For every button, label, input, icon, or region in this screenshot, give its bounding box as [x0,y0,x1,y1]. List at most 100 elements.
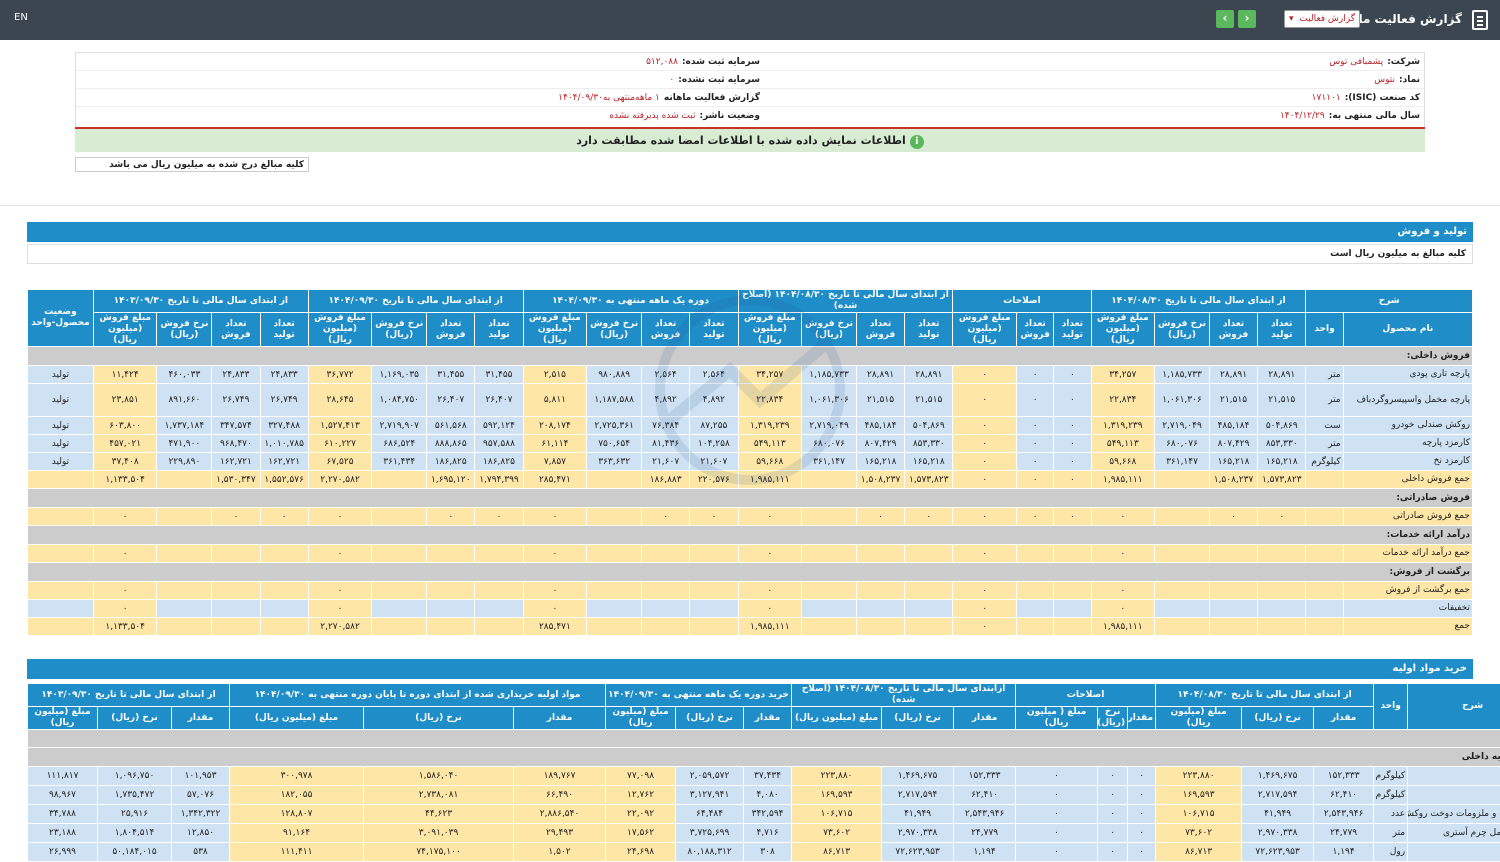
table-cell [856,582,904,600]
table-cell: ۲۴,۸۳۳ [212,366,260,384]
table-cell [1016,582,1053,600]
table-cell: ۵۰۴,۸۶۹ [1258,417,1306,435]
table-cell: ۰ [690,508,738,526]
table-cell: ۹۸,۹۶۷ [28,786,98,805]
table-cell [212,545,260,563]
column-header: نرخ (ریال) [98,707,172,730]
prev-arrow-button[interactable]: ‹ [1216,10,1234,28]
report-type-select[interactable]: گزارش فعالیت▾ [1284,10,1360,28]
table-cell: ۳۱,۴۵۵ [475,366,523,384]
table-cell: ۷۲,۶۲۳,۹۵۳ [882,843,954,862]
next-arrow-button[interactable]: › [1238,10,1256,28]
table-cell: ۱۰۶,۷۱۵ [792,805,882,824]
table-cell [802,471,857,489]
table-cell [372,582,427,600]
table-cell: ۰ [308,582,372,600]
table-cell: ۲۲,۸۳۴ [1091,384,1155,417]
table-cell: ۳۴,۷۸۸ [28,805,98,824]
group-header: شرح [1408,684,1500,730]
language-toggle[interactable]: EN [14,12,28,23]
table-row: فروش داخلی: [28,347,1473,366]
company-field: شرکت:پشمبافی توس [1329,57,1420,67]
group-label: برگشت از فروش: [28,563,1473,582]
table-cell: ۳۶۱,۱۴۷ [802,453,857,471]
table-cell: ۰ [1016,767,1098,786]
registered-capital-field: سرمایه ثبت شده:۵۱۲,۰۸۸ [646,57,760,67]
group-header: ازابتدای سال مالی تا تاریخ ۱۴۰۴/۰۸/۳۰ (ا… [792,684,1016,707]
table-cell: ۰ [1098,786,1128,805]
table-cell: ۰ [1128,786,1156,805]
column-header: نرخ فروش (ریال) [587,313,642,347]
table-cell: ۰ [1016,366,1053,384]
table-cell: ۱۵۲,۳۳۳ [1314,767,1374,786]
table-cell [856,600,904,618]
table-cell: ۱۷,۵۶۲ [606,824,676,843]
column-header: تعداد تولید [1054,313,1091,347]
table-cell: ۱,۰۶۱,۳۰۶ [802,384,857,417]
table-cell: ۴۵۷,۰۲۱ [93,435,157,453]
column-header: تعداد تولید [260,313,308,347]
table-cell: ۴,۰۸۰ [744,786,792,805]
table-cell: ۱,۱۳۳,۵۰۴ [93,618,157,636]
table-cell [690,618,738,636]
table-cell: ۱,۵۰۸,۲۳۷ [856,471,904,489]
table-cell: ۰ [738,508,802,526]
table-cell: تخفیفات [1343,600,1472,618]
table-cell [642,600,690,618]
table-cell [1054,582,1091,600]
table-cell: ۱,۰۹۶,۷۵۰ [98,767,172,786]
column-header: نرخ (ریال) [1242,707,1314,730]
table-cell [372,471,427,489]
group-label: فروش داخلی: [28,347,1473,366]
company-info-box: شرکت:پشمبافی توس سرمایه ثبت شده:۵۱۲,۰۸۸ … [75,52,1425,128]
table-cell: کیلوگرم [1374,767,1408,786]
column-header: تعداد فروش [1016,313,1053,347]
table-cell: ۰ [953,545,1017,563]
table-cell: ۵۶۱,۵۶۸ [427,417,475,435]
table-cell [1209,545,1257,563]
table-cell: ۲۸,۸۹۱ [856,366,904,384]
table-cell [28,582,94,600]
table-cell: ۱,۱۹۴ [1314,843,1374,862]
table-cell [28,600,94,618]
table-cell: ۰ [93,582,157,600]
table-cell: ۱,۳۱۹,۲۳۹ [738,417,802,435]
table-cell: ۱۲,۸۵۰ [172,824,230,843]
table-cell: ۸۶,۷۱۳ [1156,843,1242,862]
table-cell: ۶۶,۴۹۰ [514,786,606,805]
column-header: نرخ فروش (ریال) [157,313,212,347]
table-cell: ۳۴۲,۵۹۴ [744,805,792,824]
table-cell: ۷,۸۵۷ [523,453,587,471]
table-cell: ۳۲۷,۴۸۸ [260,417,308,435]
table-cell: ۳۰۰,۹۷۸ [230,767,364,786]
table-cell [1155,618,1210,636]
table-cell: ۴۱,۹۴۹ [882,805,954,824]
table-cell: ۵۹,۶۶۸ [1091,453,1155,471]
table-cell: ۸۷,۲۵۵ [690,417,738,435]
table-cell: ۲۶,۷۴۹ [260,384,308,417]
table-cell: ۸۰۷,۴۲۹ [856,435,904,453]
table-cell: ۲۸,۸۹۱ [1258,366,1306,384]
table-cell [28,471,94,489]
table-cell: جمع برگشت از فروش [1343,582,1472,600]
table-cell: ۶۴,۴۸۴ [676,805,744,824]
table-cell [1258,618,1306,636]
table-cell: ۳۴,۲۵۷ [1091,366,1155,384]
table-cell: ۳۱,۴۵۵ [427,366,475,384]
table-cell: ۶۲,۴۱۰ [954,786,1016,805]
table-cell [642,545,690,563]
table-cell: ۶۸۰,۰۷۶ [802,435,857,453]
table-cell: ۱۸۶,۸۸۳ [642,471,690,489]
table-cell: ۱۲,۷۶۲ [606,786,676,805]
table-cell: ۵۰,۱۸۴,۰۱۵ [98,843,172,862]
table-cell: ۱,۵۲۷,۴۱۳ [308,417,372,435]
table-cell: ۰ [1016,453,1053,471]
table-cell [690,545,738,563]
table-cell: ۰ [1091,508,1155,526]
table-cell: ۴۸۵,۱۸۴ [856,417,904,435]
table-cell [1155,582,1210,600]
